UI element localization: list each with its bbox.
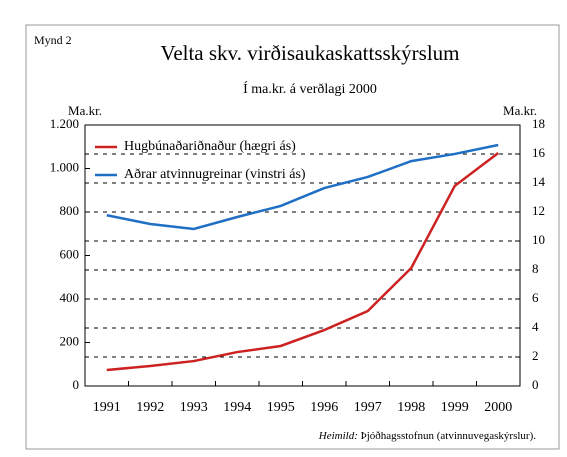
source: Heimild: Þjóðhagsstofnun (atvinnuvegaský… <box>318 430 536 442</box>
y2-axis-label: Ma.kr. <box>503 103 537 118</box>
x-tick-label: 1994 <box>223 400 251 415</box>
y-tick-label: 200 <box>60 333 80 348</box>
y-tick-label: 1.200 <box>50 116 79 131</box>
y-tick-label: 600 <box>60 246 80 261</box>
x-tick-label: 2000 <box>484 400 512 415</box>
y-axis-label: Ma.kr. <box>68 103 102 118</box>
y2-tick-label: 10 <box>532 232 545 247</box>
y-tick-label: 0 <box>73 377 80 392</box>
x-tick-label: 1997 <box>354 400 382 415</box>
chart-subtitle: Í ma.kr. á verðlagi 2000 <box>243 80 377 97</box>
y2-tick-label: 14 <box>532 174 546 189</box>
x-tick-label: 1996 <box>310 400 338 415</box>
series-line <box>106 143 499 231</box>
x-tick-label: 1993 <box>180 400 208 415</box>
x-tick-label: 1991 <box>93 400 121 415</box>
y-tick-label: 800 <box>60 203 80 218</box>
legend-label: Hugbúnaðariðnaður (hægri ás) <box>124 139 296 154</box>
y2-tick-label: 6 <box>532 290 539 305</box>
y-tick-label: 1.000 <box>50 159 79 174</box>
chart-title: Velta skv. virðisaukaskattsskýrslum <box>160 41 459 65</box>
y-tick-label: 400 <box>60 290 80 305</box>
source-text: Þjóðhagsstofnun (atvinnuvegaskýrslur). <box>361 430 537 442</box>
source-label: Heimild: <box>318 430 358 442</box>
y2-tick-label: 8 <box>532 261 539 276</box>
plot-area <box>84 124 521 387</box>
y2-tick-label: 4 <box>532 319 539 334</box>
frame <box>25 24 560 450</box>
y2-tick-label: 18 <box>532 116 545 131</box>
x-tick-label: 1999 <box>441 400 469 415</box>
x-tick-label: 1998 <box>397 400 425 415</box>
y2-tick-label: 2 <box>532 348 539 363</box>
series-line <box>106 151 500 372</box>
y2-tick-label: 16 <box>532 145 546 160</box>
figure-label: Mynd 2 <box>34 33 72 47</box>
y2-tick-label: 0 <box>532 377 539 392</box>
y2-tick-label: 12 <box>532 203 545 218</box>
x-tick-label: 1992 <box>136 400 164 415</box>
x-tick-label: 1995 <box>267 400 295 415</box>
legend-label: Aðrar atvinnugreinar (vinstri ás) <box>124 167 306 182</box>
